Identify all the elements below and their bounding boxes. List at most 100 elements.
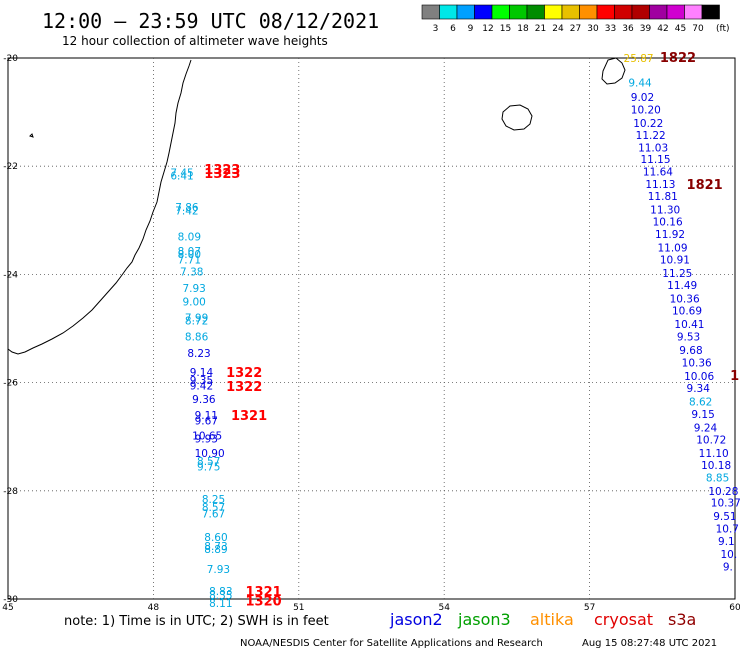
legend-swatch [701, 4, 720, 20]
wave-height-value: 9.75 [197, 461, 220, 473]
legend-swatch [509, 4, 528, 20]
wave-height-value: 11.09 [657, 242, 687, 254]
wave-height-value: 8.09 [178, 232, 201, 244]
color-legend: 3 6 9 12 15 18 21 24 27 30 33 36 39 42 45 70 [421, 4, 720, 34]
legend-tick-label: 45 [675, 24, 686, 34]
legend-tick-label: 15 [500, 24, 511, 34]
legend-swatch [649, 4, 668, 20]
wave-height-value: 8.85 [706, 472, 729, 484]
time-label: 1321 [245, 585, 281, 600]
satellite-label: jason2 [389, 610, 443, 629]
time-label: 1323 [204, 163, 240, 178]
wave-height-value: 9.02 [631, 92, 654, 104]
wave-height-value: 9.34 [687, 383, 711, 395]
wave-height-value: 11.81 [648, 191, 678, 203]
wave-height-value: 8.35 [209, 590, 232, 602]
footer-note: note: 1) Time is in UTC; 2) SWH is in fe… [64, 614, 329, 629]
wave-height-value: 9.15 [691, 409, 714, 421]
wave-height-value: 8.00 [178, 249, 201, 261]
wave-height-value: 9.44 [628, 77, 652, 89]
time-label: 1821 [687, 178, 723, 193]
time-label: 1322 [226, 366, 262, 381]
wave-height-value: 11.10 [699, 448, 729, 460]
wave-height-value: 10.22 [633, 118, 663, 130]
wave-height-value: 7.42 [175, 206, 198, 218]
wave-height-value: 25.87 [624, 53, 654, 65]
wave-height-value: 7.67 [202, 509, 225, 521]
wave-height-value: 10.20 [631, 104, 661, 116]
wave-height-value: 8.07 [178, 246, 201, 258]
legend-tick-label: 9 [468, 24, 474, 34]
wave-height-value: 8.73 [204, 541, 227, 553]
satellite-label: jason3 [457, 610, 511, 629]
wave-height-value: 9.14 [190, 367, 214, 379]
legend-swatch [579, 4, 598, 20]
satellite-legend: jason2 jason3 altika cryosat s3a [389, 610, 696, 629]
legend-swatch [491, 4, 510, 20]
footer-credit: NOAA/NESDIS Center for Satellite Applica… [240, 638, 543, 649]
map-subtitle: 12 hour collection of altimeter wave hei… [62, 34, 328, 48]
legend-tick-label: 39 [640, 24, 652, 34]
legend-swatch [439, 4, 458, 20]
lon-tick-label: 60 [729, 603, 740, 613]
legend-swatch [596, 4, 615, 20]
wave-height-value: 9.68 [679, 345, 702, 357]
legend-swatch [684, 4, 703, 20]
satellite-label: altika [530, 610, 574, 629]
coastlines [7, 57, 626, 355]
wave-height-value: 8.57 [202, 502, 225, 514]
wave-height-value: 11.30 [650, 204, 680, 216]
wave-height-value: 10.7 [716, 524, 739, 536]
wave-height-value: 10.28 [708, 486, 738, 498]
time-label: 18 [730, 369, 740, 384]
legend-tick-label: 33 [605, 24, 616, 34]
wave-height-value: 8.25 [202, 494, 225, 506]
wave-height-value: 9.93 [195, 433, 218, 445]
wave-height-value: 10.65 [192, 431, 222, 443]
lat-tick-label: -22 [3, 162, 18, 172]
graticule [8, 58, 735, 599]
legend-swatch [526, 4, 545, 20]
footer-date: Aug 15 08:27:48 UTC 2021 [582, 638, 717, 649]
wave-height-value: 8.57 [197, 456, 220, 468]
wave-height-value: 10.91 [660, 254, 690, 266]
legend-swatch [561, 4, 580, 20]
legend-tick-label: 3 [433, 24, 439, 34]
wave-height-value: 11.49 [667, 280, 697, 292]
wave-height-value: 10.36 [670, 294, 700, 306]
satellite-label: s3a [668, 610, 696, 629]
lat-tick-label: -30 [3, 595, 18, 605]
wave-height-value: 7.99 [185, 313, 208, 325]
map-plot-area: 7.456.41 7.867.42 8.09 8.078.007.717.38 7.93… [2, 51, 740, 613]
legend-swatch [421, 4, 440, 20]
wave-height-value: 9.42 [190, 380, 213, 392]
lon-tick-label: 45 [2, 603, 13, 613]
legend-tick-label: 27 [570, 24, 581, 34]
time-label: 1822 [660, 51, 696, 66]
wave-height-value: 8.83 [209, 586, 232, 598]
wave-height-value: 7.93 [182, 283, 205, 295]
wave-height-value: 9.11 [195, 410, 218, 422]
small-island [29, 133, 34, 138]
mauritius-island [601, 57, 626, 85]
lat-tick-label: -20 [3, 54, 18, 64]
wave-height-value: 10.16 [653, 216, 683, 228]
wave-height-value: 10.72 [696, 434, 726, 446]
time-label: 1322 [226, 380, 262, 395]
wave-height-value: 10.41 [674, 319, 704, 331]
time-label: 1323 [204, 167, 240, 182]
madagascar-coastline [7, 59, 192, 355]
legend-swatch [631, 4, 650, 20]
legend-tick-label: 6 [450, 24, 456, 34]
time-label: 1320 [245, 595, 281, 610]
wave-height-value: 7.71 [178, 254, 201, 266]
legend-tick-label: 12 [482, 24, 493, 34]
wave-height-value: 7.86 [175, 202, 199, 214]
time-label: 1321 [231, 409, 267, 424]
wave-height-value: 7.45 [170, 168, 193, 180]
lat-tick-label: -24 [3, 270, 18, 280]
legend-tick-label: 24 [552, 24, 564, 34]
legend-tick-label: 42 [657, 24, 668, 34]
